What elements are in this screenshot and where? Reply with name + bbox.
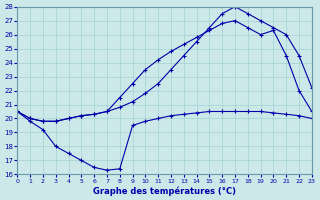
X-axis label: Graphe des températures (°C): Graphe des températures (°C) xyxy=(93,186,236,196)
